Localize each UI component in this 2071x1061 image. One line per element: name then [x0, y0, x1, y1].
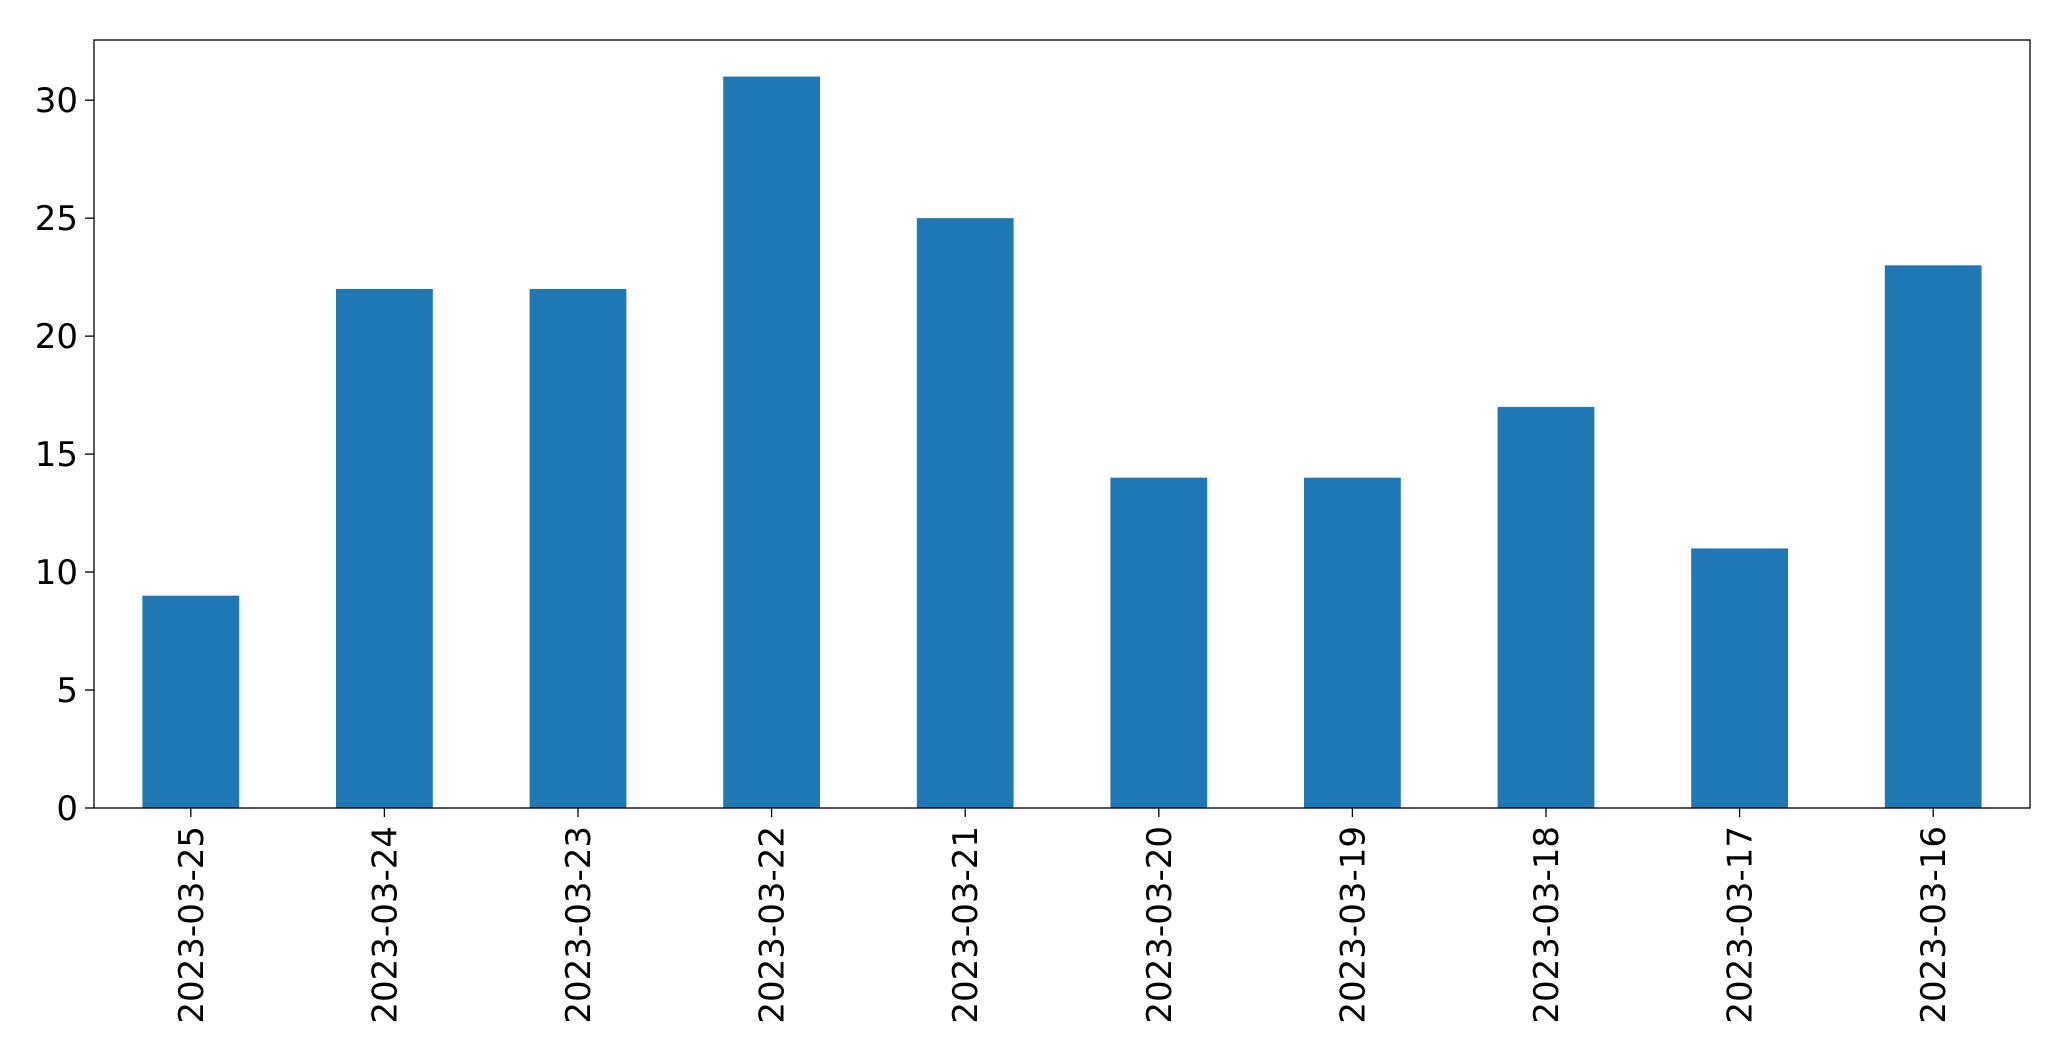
x-tick-label: 2023-03-16 — [1914, 826, 1954, 1024]
x-tick-label: 2023-03-23 — [559, 826, 599, 1024]
bar — [1691, 548, 1788, 808]
bar — [529, 288, 627, 809]
bar — [1110, 477, 1208, 808]
x-tick-label: 2023-03-17 — [1721, 826, 1761, 1024]
bar — [142, 595, 240, 808]
plot-frame — [93, 39, 2031, 809]
x-tick-label: 2023-03-25 — [172, 826, 212, 1024]
bar — [723, 76, 820, 809]
y-tick-label: 15 — [35, 435, 78, 475]
x-tick-label: 2023-03-18 — [1527, 826, 1567, 1024]
bar — [1304, 477, 1401, 808]
x-tick-label: 2023-03-24 — [365, 826, 405, 1024]
x-tick-label: 2023-03-20 — [1140, 826, 1180, 1024]
bar — [1497, 406, 1595, 808]
x-tick-label: 2023-03-21 — [946, 826, 986, 1024]
y-tick-label: 30 — [35, 81, 78, 121]
x-tick-label: 2023-03-19 — [1333, 826, 1373, 1024]
y-tick-label: 25 — [35, 199, 78, 239]
y-tick-label: 10 — [35, 553, 78, 593]
bar — [1884, 265, 1982, 809]
bar — [916, 218, 1014, 808]
bar — [336, 288, 433, 809]
y-tick-label: 0 — [56, 789, 78, 829]
y-tick-label: 20 — [35, 317, 78, 357]
y-tick-label: 5 — [56, 671, 78, 711]
x-tick-label: 2023-03-22 — [753, 826, 793, 1024]
